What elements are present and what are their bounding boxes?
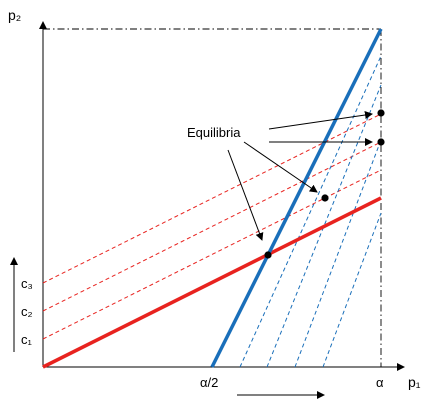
x-tick-alpha: α (376, 375, 384, 390)
equilibrium-point-4 (377, 109, 385, 117)
cost-label-c3: c₃ (21, 276, 33, 291)
blue-solid-line (210, 28, 383, 368)
equilibria-label: Equilibria (187, 125, 241, 140)
red-dashed-line-c1 (42, 169, 382, 340)
blue-dashed-line-2 (266, 84, 382, 368)
annotation-arrow-1 (227, 149, 264, 241)
equilibrium-point-1 (264, 251, 272, 259)
blue-dashed-line-3 (294, 139, 382, 368)
annotation-arrow-4 (268, 111, 373, 130)
cost-label-c1: c₁ (21, 332, 33, 347)
equilibrium-point-2 (321, 194, 329, 202)
blue-dashed-line-4 (322, 212, 382, 368)
cost-label-c2: c₂ (21, 304, 33, 319)
y-axis-label: p₂ (8, 7, 21, 23)
x-tick-alpha-half: α/2 (200, 375, 218, 390)
equilibrium-point-3 (377, 138, 385, 146)
x-axis-label: p₁ (408, 374, 421, 390)
annotation-arrow-2 (243, 141, 318, 193)
red-solid-line (42, 196, 382, 369)
blue-dashed-line-1 (239, 55, 382, 368)
